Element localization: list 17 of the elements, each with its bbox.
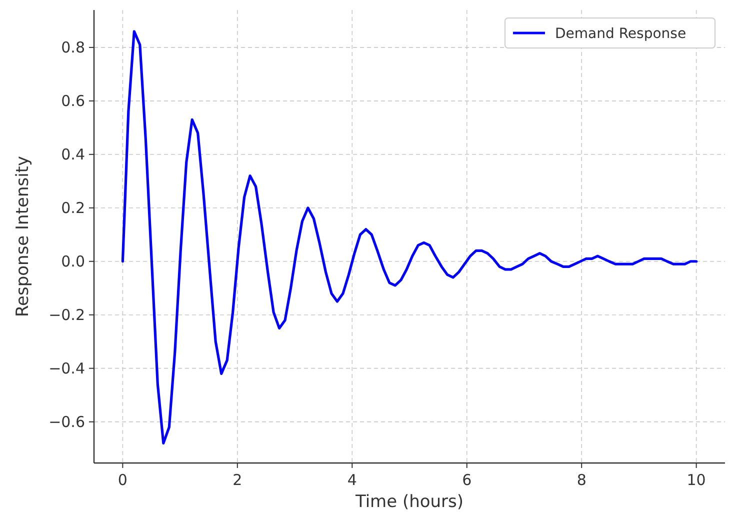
- y-tick-label: 0.0: [61, 252, 85, 270]
- y-tick-label: 0.6: [61, 92, 85, 110]
- y-tick-label: 0.2: [61, 198, 85, 217]
- y-tick-label: 0.4: [61, 145, 85, 164]
- x-axis-title: Time (hours): [354, 492, 464, 512]
- x-tick-label: 6: [462, 471, 472, 489]
- x-tick-label: 10: [686, 471, 706, 489]
- x-tick-label: 0: [118, 471, 128, 489]
- y-tick-label: −0.4: [48, 359, 85, 378]
- y-tick-label: −0.2: [48, 306, 85, 324]
- y-tick-label: −0.6: [48, 412, 85, 431]
- legend-label: Demand Response: [555, 26, 686, 42]
- x-tick-label: 4: [347, 471, 357, 489]
- y-axis-title: Response Intensity: [13, 156, 33, 318]
- x-tick-label: 8: [576, 471, 586, 489]
- y-tick-label: 0.8: [61, 38, 85, 56]
- x-tick-label: 2: [232, 471, 242, 489]
